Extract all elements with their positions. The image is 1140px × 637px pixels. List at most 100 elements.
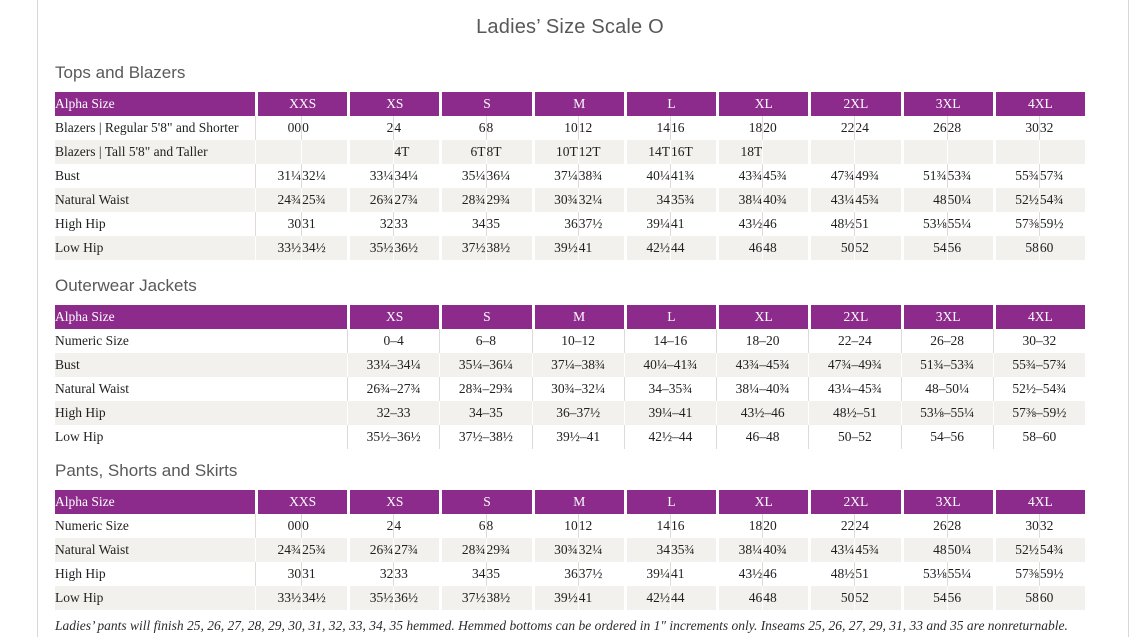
size-value-cell: 41¾ — [669, 164, 716, 188]
size-value-cell: 40¾ — [762, 188, 809, 212]
size-value-cell: 55¾ — [992, 164, 1039, 188]
size-value-cell: 47¾–49¾ — [808, 353, 901, 377]
row-label: Low Hip — [55, 586, 255, 610]
section-title-tops-and-blazers: Tops and Blazers — [55, 63, 186, 82]
size-value-cell: 16T — [669, 140, 717, 164]
size-value-cell: 56 — [946, 586, 993, 610]
size-value-cell: 49¾ — [854, 164, 900, 188]
size-value-cell: 42½–44 — [623, 425, 716, 449]
size-value-cell — [762, 140, 809, 164]
size-value-cell: 54¾ — [1038, 188, 1085, 212]
size-value-cell: 36½ — [393, 586, 440, 610]
row-label: Numeric Size — [55, 333, 129, 348]
size-value-cell: 26 — [900, 116, 947, 140]
size-value-cell: 54 — [900, 236, 947, 260]
size-value-cell: 57⅜ — [992, 562, 1039, 586]
size-value-cell: 43¾ — [716, 164, 762, 188]
header-row: Alpha Size XXS XS S M L XL 2XL 3XL 4XL — [55, 92, 1085, 116]
size-column-header: 2XL — [808, 92, 901, 116]
size-value-cell: 10 — [531, 514, 578, 538]
size-value-cell: 38¼–40¾ — [716, 377, 808, 401]
table-row: Low Hip 35½–36½ 37½–38½ 39½–41 42½–44 46–48 50… — [55, 425, 1085, 449]
size-value-cell: 44 — [669, 586, 717, 610]
size-column-header: XL — [716, 92, 809, 116]
size-value-cell: 35¾ — [669, 188, 717, 212]
size-value-cell: 51 — [854, 212, 900, 236]
size-value-cell: 43¼ — [808, 188, 855, 212]
row-label: Blazers | Tall 5'8" and Taller — [55, 140, 255, 164]
size-column-header: 2XL — [808, 490, 901, 514]
size-value-cell: 42½ — [623, 236, 670, 260]
size-value-cell: 38¼ — [716, 188, 763, 212]
table-row: Bust 33¼–34¼ 35¼–36¼ 37¼–38¾ 40¼–41¾ 43¾–45¾ 4… — [55, 353, 1085, 377]
size-value-cell: 31 — [301, 212, 347, 236]
size-value-cell: 32¼ — [577, 188, 624, 212]
size-value-cell: 57⅜–59½ — [992, 401, 1085, 425]
size-value-cell: 32 — [347, 562, 393, 586]
size-value-cell: 14T — [623, 140, 670, 164]
size-value-cell: 37½ — [439, 586, 486, 610]
size-value-cell — [900, 140, 947, 164]
size-value-cell: 36¼ — [485, 164, 532, 188]
size-value-cell: 48 — [900, 538, 947, 562]
size-value-cell: 30¾ — [531, 188, 578, 212]
row-label: Low Hip — [55, 236, 255, 260]
page-edge-right — [1128, 0, 1129, 637]
size-value-cell: 39½ — [531, 236, 578, 260]
size-value-cell: 51¾–53¾ — [900, 353, 993, 377]
table-row: Numeric Size 0–4 6–8 10–12 14–16 18–20 22–24 26… — [55, 329, 1085, 353]
size-value-cell: 45¾ — [854, 538, 901, 562]
size-column-header: M — [531, 92, 624, 116]
size-value-cell: 6–8 — [439, 329, 531, 353]
size-value-cell: 48 — [762, 236, 809, 260]
size-value-cell: 35 — [485, 212, 532, 236]
size-value-cell: 8T — [485, 140, 532, 164]
size-value-cell: 36½ — [393, 236, 440, 260]
size-value-cell: 43½ — [716, 562, 762, 586]
size-value-cell: 8 — [485, 514, 532, 538]
table-row: Natural Waist 26¾–27¾ 28¾–29¾ 30¾–32¼ 34–35¾… — [55, 377, 1085, 401]
size-value-cell: 6T — [439, 140, 486, 164]
size-column-header: 3XL — [900, 92, 993, 116]
size-value-cell: 50–52 — [808, 425, 900, 449]
size-value-cell: 12T — [577, 140, 624, 164]
size-value-cell: 38½ — [485, 586, 532, 610]
size-value-cell: 55¼ — [946, 212, 993, 236]
table-row: Bust 31¼ 32¼ 33¼ 34¼ 35¼ 36¼ 37¼ 38¾ 40¼ 41¾ 43¾ 45¾… — [55, 164, 1085, 188]
size-value-cell: 40¼ — [623, 164, 670, 188]
size-value-cell: 35½–36½ — [347, 425, 439, 449]
size-value-cell: 18 — [716, 116, 762, 140]
size-value-cell: 48½ — [808, 212, 854, 236]
size-value-cell: 50¼ — [946, 188, 993, 212]
size-value-cell: 34 — [439, 212, 486, 236]
size-value-cell: 16 — [669, 116, 716, 140]
alpha-size-header: Alpha Size — [55, 305, 347, 329]
size-value-cell: 33½ — [255, 586, 302, 610]
size-value-cell: 39¼ — [623, 562, 670, 586]
size-value-cell: 14–16 — [623, 329, 716, 353]
size-value-cell: 56 — [946, 236, 993, 260]
row-label: Bust — [55, 168, 80, 183]
size-value-cell: 18–20 — [716, 329, 808, 353]
size-value-cell: 41 — [669, 212, 716, 236]
size-value-cell: 22 — [808, 514, 854, 538]
size-value-cell: 4 — [393, 514, 439, 538]
size-value-cell: 0 — [301, 514, 347, 538]
size-value-cell: 46 — [762, 562, 808, 586]
row-label: Numeric Size — [55, 518, 129, 533]
size-value-cell: 33 — [393, 562, 439, 586]
size-value-cell: 58 — [992, 236, 1039, 260]
size-value-cell: 26 — [900, 514, 947, 538]
size-value-cell: 24 — [854, 514, 900, 538]
size-value-cell: 48½–51 — [808, 401, 901, 425]
size-value-cell: 60 — [1038, 586, 1085, 610]
size-value-cell: 28 — [946, 514, 993, 538]
size-value-cell — [347, 140, 394, 164]
table-row: High Hip 30 31 32 33 34 35 36 37½ 39¼ 41 43½ 46 48½ 51… — [55, 212, 1085, 236]
size-value-cell: 35¼–36¼ — [439, 353, 532, 377]
size-value-cell: 10 — [531, 116, 578, 140]
size-value-cell: 46 — [762, 212, 808, 236]
size-value-cell: 39¼–41 — [623, 401, 716, 425]
size-column-header: L — [623, 305, 716, 329]
size-value-cell: 4 — [393, 116, 439, 140]
